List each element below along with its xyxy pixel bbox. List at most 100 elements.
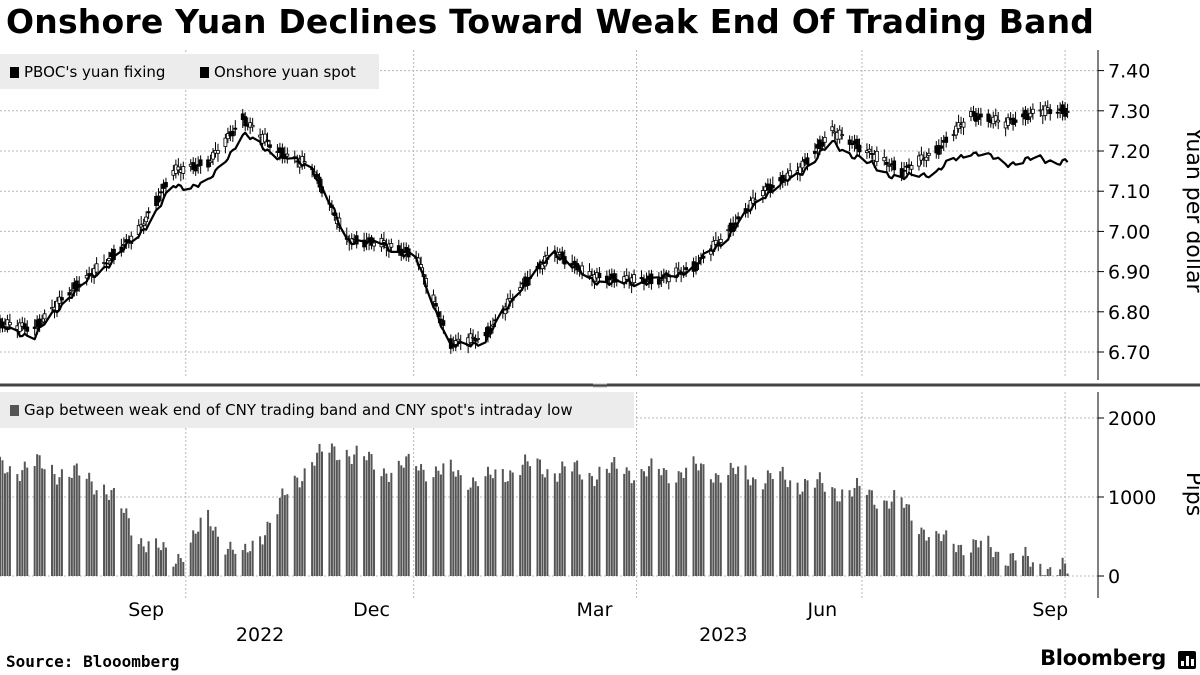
gap-bar [70, 477, 73, 576]
y-axis-title-bottom: Pips [1181, 472, 1200, 516]
gap-bar [734, 474, 737, 576]
gap-bar [127, 518, 130, 576]
candle-body [805, 157, 810, 165]
gap-bar [818, 472, 821, 576]
gap-bar [1064, 563, 1067, 576]
gap-bar [977, 547, 980, 576]
gap-bar [699, 463, 702, 576]
gap-bar [719, 482, 722, 576]
gap-bar [43, 469, 46, 576]
xtick-label: Dec [353, 599, 390, 621]
fixing-candle [961, 117, 966, 136]
candle-body [456, 338, 461, 342]
gap-bar [78, 475, 81, 576]
candle-body [453, 340, 458, 345]
fixing-candle [434, 296, 438, 312]
spot-line [0, 131, 1069, 348]
gap-bar [972, 539, 975, 576]
gap-bar [945, 530, 948, 576]
fixing-candle [1043, 101, 1048, 121]
candle-body [986, 113, 991, 122]
gap-bar [251, 540, 254, 576]
gap-bar [571, 471, 574, 576]
candle-body [961, 121, 966, 128]
gap-bar [633, 480, 636, 576]
fixing-candles [0, 100, 1070, 354]
legend-fixing-swatch [10, 67, 19, 78]
gap-bar [692, 456, 695, 576]
gap-bar [831, 487, 834, 576]
fixing-candle [674, 262, 679, 283]
gap-bar [179, 558, 182, 576]
candle-body [869, 152, 874, 155]
ytick-label-top: 6.80 [1108, 302, 1150, 324]
fixing-candle [119, 238, 124, 257]
gap-bar [140, 538, 143, 576]
fixing-candle [1055, 105, 1060, 119]
gap-bar [494, 469, 497, 576]
gap-bar [717, 474, 720, 576]
fixing-candle [141, 218, 146, 234]
candle-body [40, 321, 45, 324]
ytick-label-bottom: 2000 [1108, 408, 1156, 430]
gap-bar [1004, 565, 1007, 576]
gap-bar [969, 552, 972, 576]
gap-bar [538, 459, 541, 576]
gap-bar [311, 462, 314, 576]
gap-bar [628, 470, 631, 576]
gap-bar [241, 550, 244, 576]
gap-bar [36, 454, 39, 576]
candle-body [954, 125, 959, 136]
candle-body [674, 267, 679, 279]
legend-spot-label: Onshore yuan spot [214, 63, 356, 81]
fixing-candle [917, 151, 921, 171]
gap-bar [164, 547, 167, 576]
gap-bar [766, 470, 769, 576]
candle-body [268, 144, 272, 148]
fixing-candle [473, 334, 478, 349]
gap-bar [348, 456, 351, 576]
candle-body [926, 152, 931, 156]
legend-gap-label: Gap between weak end of CNY trading band… [24, 401, 573, 419]
legend-gap: Gap between weak end of CNY trading band… [10, 401, 573, 419]
fixing-candle [1006, 113, 1011, 130]
candle-body [198, 159, 203, 166]
gap-bar [231, 549, 234, 576]
gap-bar [199, 517, 202, 576]
gap-bar [212, 530, 215, 576]
gap-bar [593, 485, 596, 576]
gap-bar [960, 544, 963, 576]
candle-body [840, 134, 845, 136]
bottom-legend [0, 392, 634, 428]
ytick-label-top: 7.00 [1108, 221, 1150, 243]
ytick-label-top: 7.20 [1108, 141, 1150, 163]
fixing-candle [250, 117, 255, 132]
gap-bar [103, 484, 106, 576]
gap-bar [974, 540, 977, 576]
legend-fixing-label: PBOC's yuan fixing [24, 63, 166, 81]
gap-bar [353, 454, 356, 576]
candle-body [104, 262, 109, 265]
gap-bar [833, 488, 836, 576]
fixing-candle [206, 155, 210, 172]
fixing-candle [476, 331, 480, 344]
gap-bar [992, 557, 995, 576]
fixing-candle [208, 154, 213, 167]
candle-body [939, 145, 944, 149]
xtick-label: Mar [577, 599, 613, 621]
gap-bar [38, 455, 41, 576]
gap-bar [841, 489, 844, 576]
fixing-candle [607, 269, 612, 286]
gap-bar [685, 467, 688, 576]
gap-bar [1021, 555, 1024, 576]
gap-bar [1066, 573, 1069, 576]
gap-bar [207, 509, 210, 576]
gap-bar [893, 490, 896, 576]
gap-bar [368, 451, 371, 576]
fixing-candle [656, 272, 661, 289]
candle-body [632, 274, 637, 283]
gap-bar [405, 456, 408, 576]
candle-body [141, 223, 146, 226]
gap-bar [197, 531, 200, 576]
fixing-candle [939, 137, 944, 155]
